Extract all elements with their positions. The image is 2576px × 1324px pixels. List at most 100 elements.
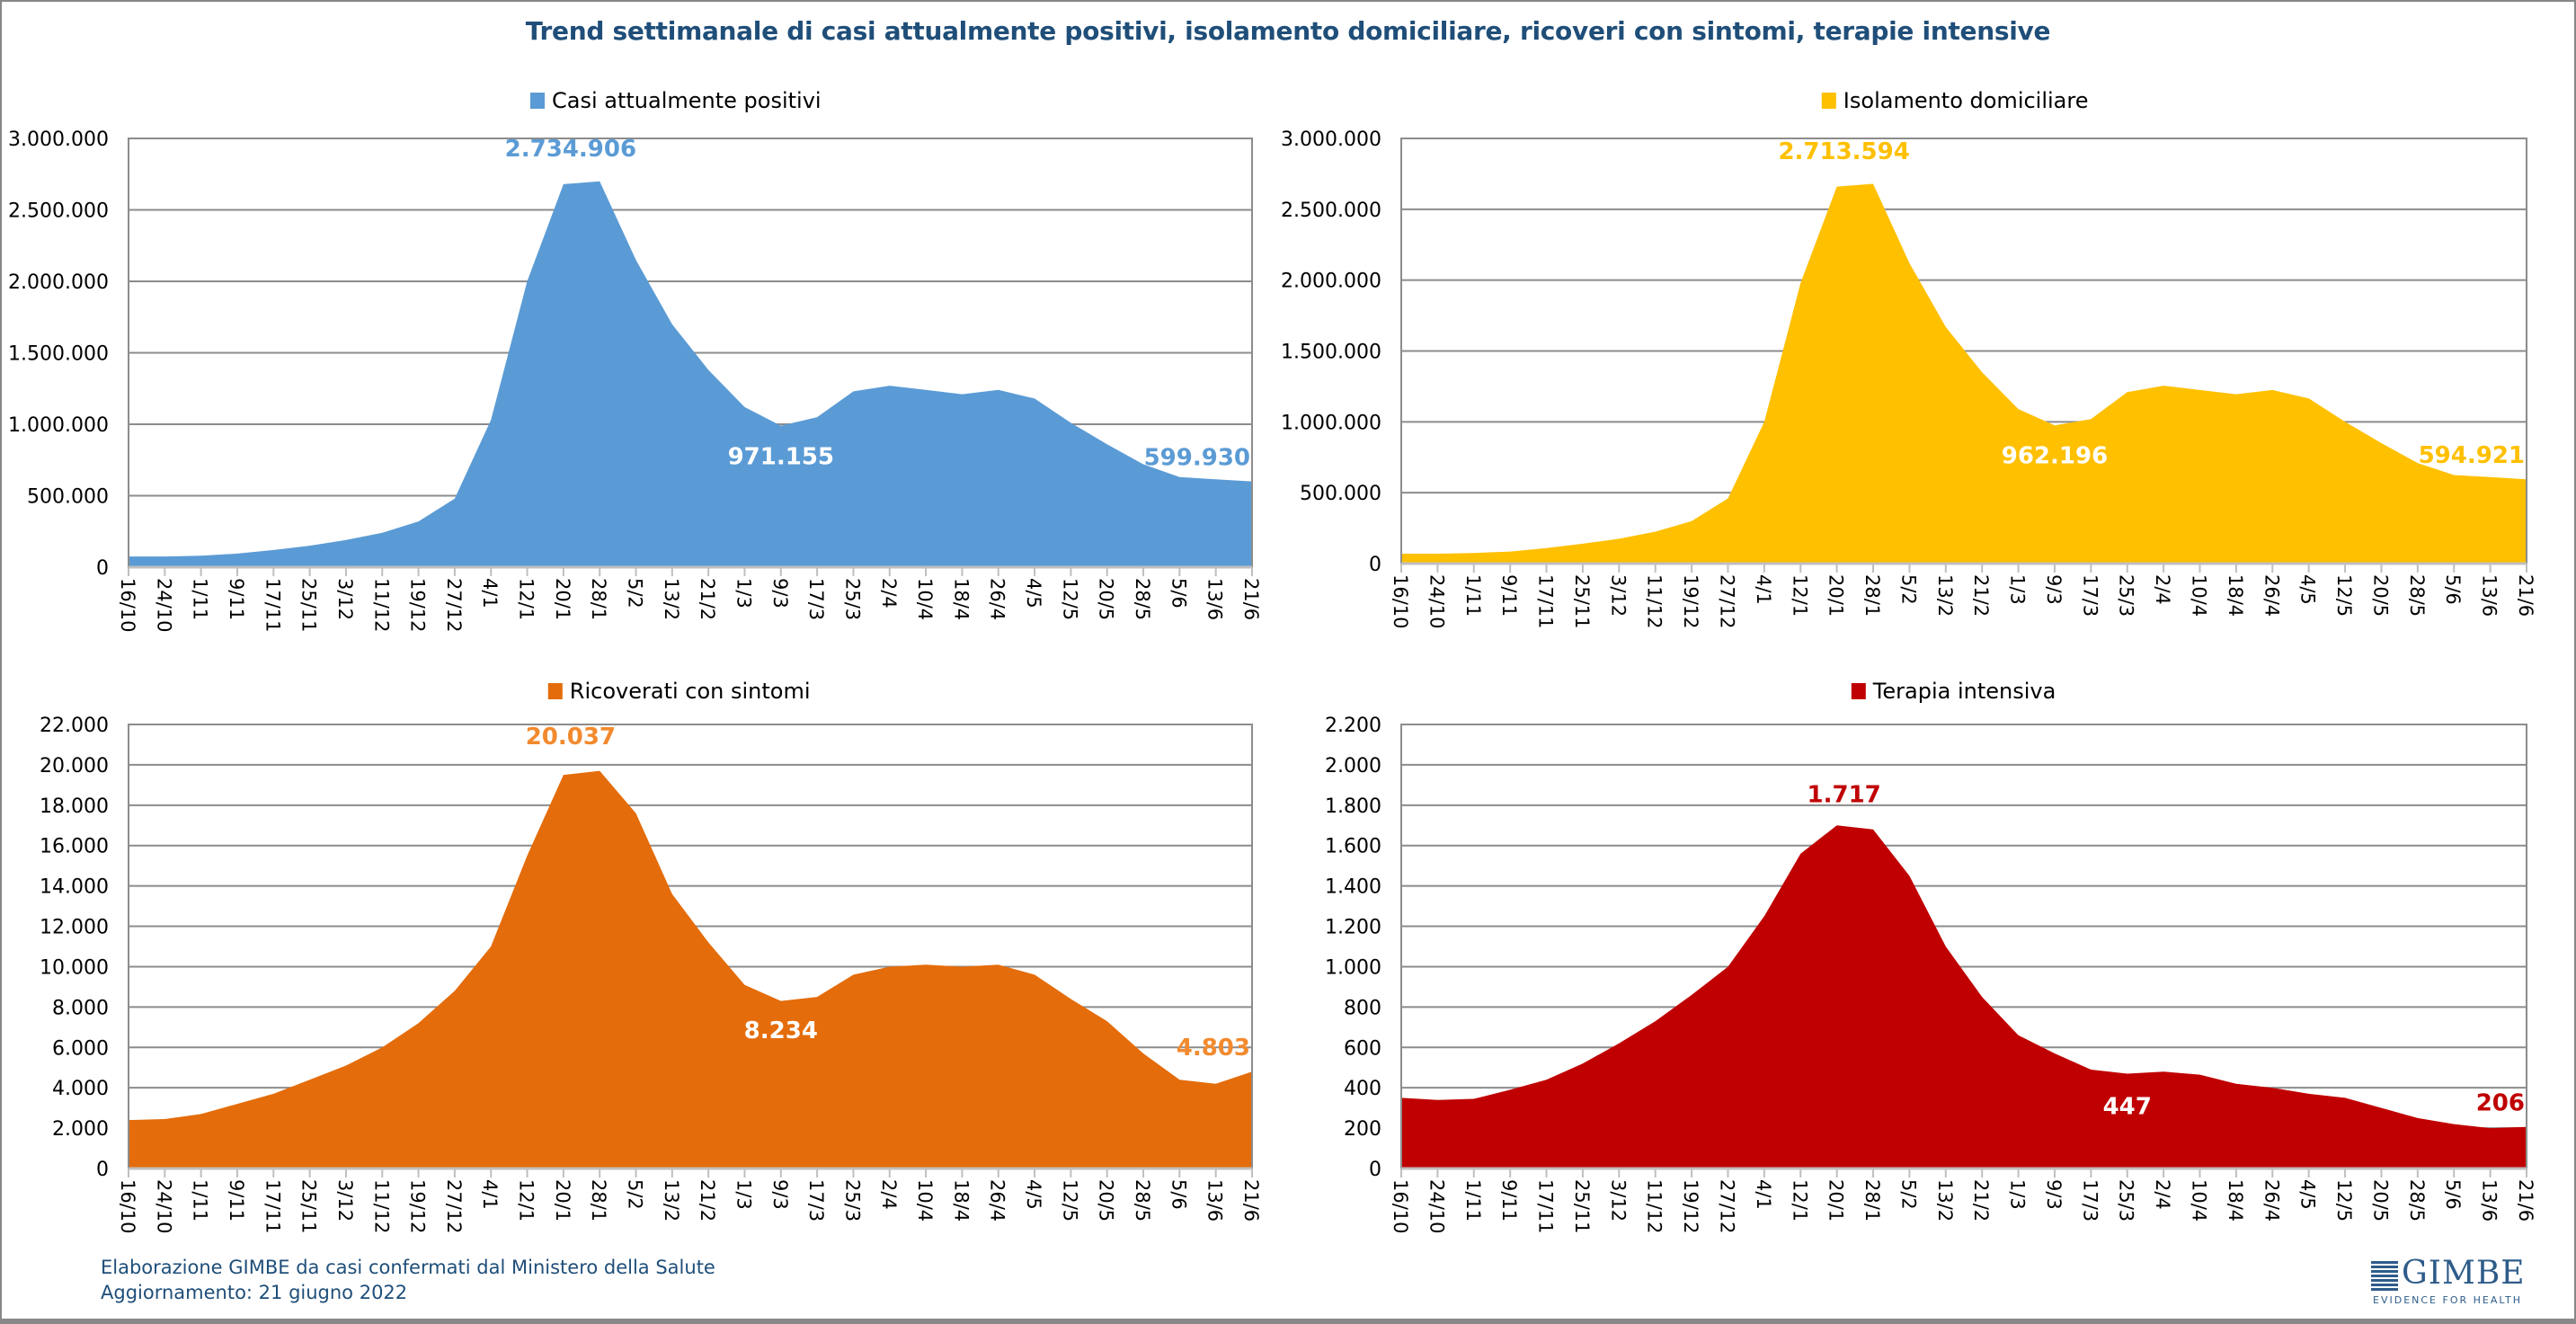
x-tick-label: 10/4 [914, 578, 936, 620]
x-tick-label: 25/3 [841, 578, 863, 620]
x-tick-label: 2/4 [878, 1179, 900, 1210]
y-tick-label: 1.400 [1325, 876, 1381, 899]
data-label-last: 206 [2476, 1090, 2525, 1117]
data-label-min: 971.155 [728, 444, 834, 471]
x-tick-label: 13/2 [1934, 574, 1956, 617]
data-label-last: 4.803 [1177, 1035, 1250, 1062]
x-tick-label: 27/12 [1716, 574, 1737, 629]
logo-mark-icon [2371, 1260, 2398, 1291]
y-tick-label: 1.000.000 [1281, 412, 1381, 434]
y-tick-label: 3.000.000 [1281, 129, 1381, 151]
x-tick-label: 28/1 [588, 1179, 609, 1222]
x-tick-label: 21/6 [2515, 574, 2536, 617]
y-tick-label: 1.500.000 [1281, 342, 1381, 364]
chart-3: Ricoverati con sintomi 0 2.000 4.000 6.000 8.… [40, 679, 1262, 1234]
page-title: Trend settimanale di casi attualmente po… [525, 16, 2051, 46]
x-tick-label: 28/1 [1861, 574, 1883, 617]
x-tick-label: 4/5 [2297, 1179, 2319, 1210]
x-tick-label: 4/5 [1023, 1179, 1044, 1210]
x-tick-label: 25/3 [2116, 574, 2137, 617]
y-tick-label: 200 [1344, 1118, 1381, 1141]
x-tick-label: 25/11 [1571, 1179, 1593, 1234]
x-tick-label: 3/12 [1607, 1179, 1629, 1222]
y-tick-label: 0 [1369, 1159, 1381, 1181]
x-tick-label: 28/5 [1132, 578, 1153, 620]
x-tick-label: 12/5 [1059, 1179, 1080, 1222]
x-tick-label: 17/3 [805, 1179, 827, 1222]
x-tick-label: 21/2 [697, 1179, 718, 1222]
x-tick-label: 4/1 [1753, 574, 1774, 605]
x-tick-label: 1/3 [2007, 1179, 2029, 1210]
x-tick-label: 5/6 [2442, 574, 2464, 605]
x-tick-label: 19/12 [407, 578, 429, 633]
x-tick-label: 25/11 [1571, 574, 1593, 629]
x-tick-label: 25/11 [298, 578, 320, 633]
x-tick-label: 13/2 [661, 578, 682, 620]
x-tick-label: 10/4 [2189, 574, 2210, 617]
x-tick-label: 5/2 [1897, 574, 1919, 605]
x-tick-label: 21/6 [1240, 578, 1262, 620]
x-tick-label: 18/4 [2225, 574, 2246, 617]
y-tick-label: 1.000 [1325, 956, 1381, 979]
x-tick-label: 5/6 [1168, 1179, 1189, 1210]
y-tick-label: 1.800 [1325, 795, 1381, 818]
x-tick-label: 4/5 [2297, 574, 2319, 605]
x-tick-label: 1/11 [1462, 574, 1484, 617]
x-tick-label: 24/10 [1426, 1179, 1447, 1234]
y-tick-label: 0 [96, 557, 109, 580]
y-tick-label: 3.000.000 [8, 129, 109, 151]
data-label-peak: 2.713.594 [1778, 138, 1909, 165]
y-tick-label: 2.500.000 [1281, 200, 1381, 222]
x-tick-label: 12/1 [1789, 1179, 1810, 1222]
x-tick-label: 27/12 [1716, 1179, 1737, 1234]
x-tick-label: 2/4 [2152, 574, 2173, 605]
x-tick-label: 20/5 [2369, 574, 2391, 617]
x-tick-label: 13/2 [1934, 1179, 1956, 1222]
y-tick-label: 2.000 [1325, 755, 1381, 778]
x-tick-label: 9/11 [1498, 1179, 1520, 1222]
x-tick-label: 13/6 [1204, 1179, 1226, 1222]
x-tick-label: 4/1 [1753, 1179, 1774, 1210]
x-tick-label: 27/12 [443, 578, 465, 633]
logo-tagline: EVIDENCE FOR HEALTH [2373, 1294, 2522, 1306]
data-label-min: 447 [2103, 1094, 2152, 1121]
legend-label: Casi attualmente positivi [552, 88, 822, 113]
x-tick-label: 4/1 [479, 1179, 501, 1210]
x-tick-label: 9/3 [769, 578, 791, 609]
x-tick-label: 20/1 [1825, 1179, 1847, 1222]
data-label-peak: 20.037 [526, 724, 616, 751]
data-label-peak: 1.717 [1808, 781, 1881, 808]
logo-word: GIMBE [2402, 1255, 2526, 1292]
x-tick-label: 5/2 [625, 578, 646, 609]
y-tick-label: 10.000 [40, 956, 109, 979]
x-tick-label: 20/5 [1096, 578, 1117, 620]
x-tick-label: 11/12 [1644, 574, 1666, 629]
x-tick-label: 13/6 [1204, 578, 1226, 620]
y-tick-label: 8.000 [52, 997, 109, 1019]
x-tick-label: 9/11 [1498, 574, 1520, 617]
footer-source: Elaborazione GIMBE da casi confermati da… [101, 1257, 715, 1278]
x-tick-label: 26/4 [987, 578, 1008, 620]
y-tick-label: 2.200 [1325, 715, 1381, 737]
x-tick-label: 21/2 [1970, 1179, 1992, 1222]
x-tick-label: 5/2 [625, 1179, 646, 1210]
x-tick-label: 9/3 [2043, 1179, 2065, 1210]
x-tick-label: 11/12 [370, 1179, 392, 1234]
x-tick-label: 18/4 [2225, 1179, 2246, 1222]
y-tick-label: 600 [1344, 1037, 1381, 1060]
footer-updated: Aggiornamento: 21 giugno 2022 [101, 1282, 408, 1303]
x-tick-label: 16/10 [1390, 1179, 1411, 1234]
x-tick-label: 24/10 [153, 1179, 174, 1234]
x-tick-label: 12/5 [2333, 1179, 2355, 1222]
x-tick-label: 13/6 [2479, 1179, 2500, 1222]
data-label-last: 594.921 [2419, 442, 2525, 469]
x-tick-label: 27/12 [443, 1179, 465, 1234]
x-tick-label: 16/10 [1390, 574, 1411, 629]
x-tick-label: 12/5 [2333, 574, 2355, 617]
y-tick-label: 0 [1369, 554, 1381, 576]
y-tick-label: 2.000 [52, 1118, 109, 1141]
x-tick-label: 17/11 [1535, 1179, 1557, 1234]
x-tick-label: 1/3 [733, 1179, 754, 1210]
data-label-last: 599.930 [1144, 445, 1250, 472]
